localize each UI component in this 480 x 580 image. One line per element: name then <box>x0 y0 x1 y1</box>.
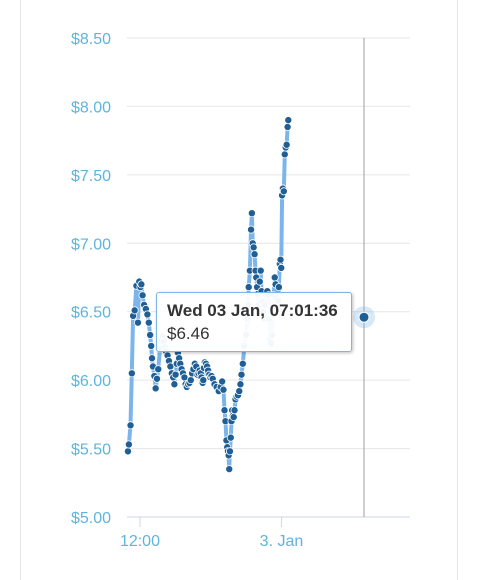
data-point[interactable] <box>144 318 153 327</box>
data-point[interactable] <box>247 209 256 218</box>
data-point[interactable] <box>147 354 156 363</box>
data-point[interactable] <box>282 140 291 149</box>
data-point[interactable] <box>249 243 258 252</box>
x-tick-label: 3. Jan <box>260 533 304 550</box>
data-point[interactable] <box>284 116 293 125</box>
data-point[interactable] <box>236 380 245 389</box>
frame-border-left <box>20 0 21 580</box>
y-axis-labels: $5.00 $5.50 $6.00 $6.50 $7.00 $7.50 $8.00 $8.50 <box>71 31 111 527</box>
y-tick-label: $5.00 <box>71 510 111 527</box>
data-point[interactable] <box>138 291 147 300</box>
data-point[interactable] <box>255 277 264 286</box>
hover-marker[interactable] <box>358 311 370 323</box>
data-point[interactable] <box>220 406 229 415</box>
data-point[interactable] <box>270 273 279 282</box>
data-point[interactable] <box>274 283 283 292</box>
y-tick-label: $8.00 <box>71 99 111 116</box>
data-point[interactable] <box>170 380 179 389</box>
data-point[interactable] <box>277 263 286 272</box>
data-point[interactable] <box>130 306 139 315</box>
frame-border-right <box>457 0 458 580</box>
data-point[interactable] <box>151 384 160 393</box>
data-point[interactable] <box>127 369 136 378</box>
data-point[interactable] <box>154 365 163 374</box>
data-point[interactable] <box>226 433 235 442</box>
tooltip-value: $6.46 <box>167 324 210 343</box>
y-tick-label: $6.50 <box>71 305 111 322</box>
data-point[interactable] <box>126 421 135 430</box>
x-axis: 12:00 3. Jan <box>120 516 410 550</box>
data-point[interactable] <box>238 359 247 368</box>
data-point[interactable] <box>279 187 288 196</box>
data-point[interactable] <box>199 376 208 385</box>
data-point[interactable] <box>256 266 265 275</box>
data-point[interactable] <box>280 150 289 159</box>
data-point[interactable] <box>152 374 161 383</box>
data-point[interactable] <box>143 310 152 319</box>
data-point[interactable] <box>247 225 256 234</box>
data-point[interactable] <box>124 440 133 449</box>
data-point[interactable] <box>123 447 132 456</box>
data-point[interactable] <box>283 122 292 131</box>
y-tick-label: $6.00 <box>71 373 111 390</box>
data-point[interactable] <box>244 283 253 292</box>
data-point[interactable] <box>147 341 156 350</box>
data-point[interactable] <box>219 385 228 394</box>
data-point[interactable] <box>186 376 195 385</box>
data-point[interactable] <box>225 465 234 474</box>
data-point[interactable] <box>146 330 155 339</box>
data-point[interactable] <box>235 387 244 396</box>
tooltip-title: Wed 03 Jan, 07:01:36 <box>167 301 338 320</box>
data-point[interactable] <box>250 250 259 259</box>
y-tick-label: $7.00 <box>71 236 111 253</box>
data-point[interactable] <box>230 406 239 415</box>
data-point[interactable] <box>218 377 227 386</box>
y-tick-label: $8.50 <box>71 31 111 48</box>
grid-lines <box>127 37 410 450</box>
y-tick-label: $5.50 <box>71 442 111 459</box>
data-point[interactable] <box>225 447 234 456</box>
tooltip: Wed 03 Jan, 07:01:36 $6.46 <box>156 292 352 352</box>
y-tick-label: $7.50 <box>71 168 111 185</box>
data-point[interactable] <box>237 370 246 379</box>
x-tick-label: 12:00 <box>120 533 160 550</box>
data-point[interactable] <box>276 255 285 264</box>
data-point[interactable] <box>133 318 142 327</box>
data-point[interactable] <box>229 413 238 422</box>
data-point[interactable] <box>137 280 146 289</box>
data-point[interactable] <box>171 370 180 379</box>
